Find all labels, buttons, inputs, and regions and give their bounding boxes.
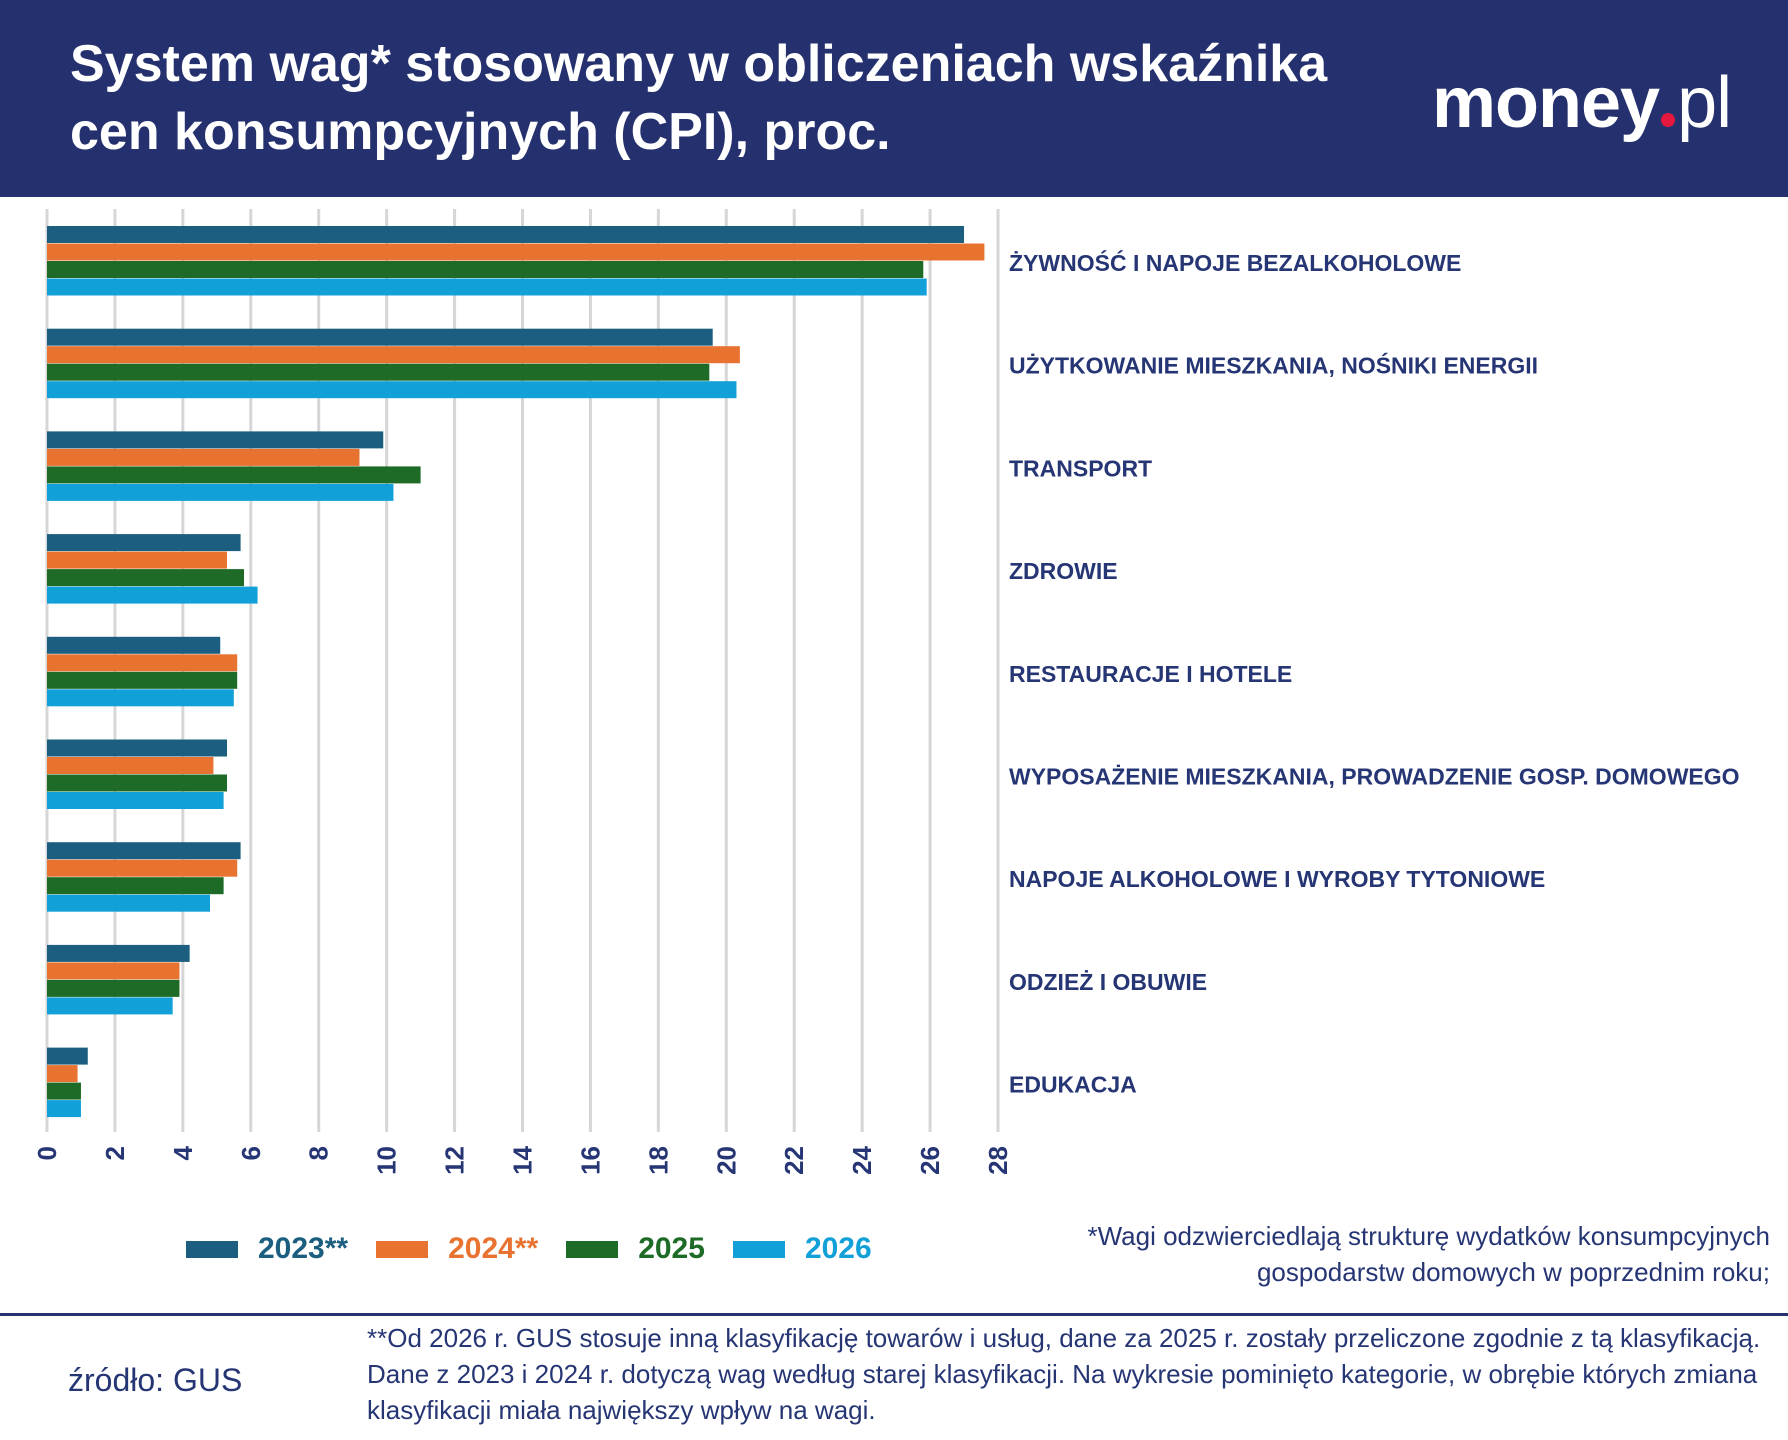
bar-2025-3 — [47, 569, 244, 587]
x-tick-label: 26 — [915, 1146, 945, 1175]
legend-item: 2024** — [376, 1232, 538, 1266]
title-line-1: System wag* stosowany w obliczeniach wsk… — [70, 35, 1328, 93]
title-line-2: cen konsumpcyjnych (CPI), proc. — [70, 103, 891, 161]
chart-title: System wag* stosowany w obliczeniach wsk… — [70, 30, 1470, 166]
legend: 2023** 2024** 2025 2026 — [186, 1232, 900, 1266]
category-label: RESTAURACJE I HOTELE — [1009, 661, 1292, 687]
category-label: TRANSPORT — [1009, 455, 1152, 481]
x-tick-label: 2 — [100, 1146, 130, 1160]
x-tick-label: 10 — [372, 1146, 402, 1175]
bar-2026-6 — [47, 894, 211, 912]
logo-dot-icon — [1661, 113, 1676, 127]
bar-2023-2 — [47, 431, 384, 449]
x-tick-label: 12 — [440, 1146, 470, 1175]
legend-label: 2025 — [638, 1232, 705, 1265]
bar-2024-8 — [47, 1065, 78, 1083]
bar-2023-3 — [47, 534, 241, 552]
bar-2025-1 — [47, 363, 710, 381]
category-label: ZDROWIE — [1009, 558, 1118, 584]
bar-2026-8 — [47, 1100, 81, 1118]
footnote-weights: *Wagi odzwierciedlają strukturę wydatków… — [1087, 1221, 1770, 1287]
legend-swatch — [732, 1240, 785, 1258]
x-tick-label: 28 — [983, 1146, 1013, 1175]
x-tick-label: 0 — [32, 1146, 62, 1160]
category-label: ŻYWNOŚĆ I NAPOJE BEZALKOHOLOWE — [1009, 249, 1461, 276]
x-tick-label: 18 — [643, 1146, 673, 1175]
legend-item: 2026 — [732, 1232, 872, 1266]
category-label: UŻYTKOWANIE MIESZKANIA, NOŚNIKI ENERGII — [1009, 352, 1538, 379]
bar-2024-4 — [47, 654, 238, 672]
legend-swatch — [566, 1240, 619, 1258]
bar-2023-1 — [47, 328, 713, 346]
bar-2025-4 — [47, 671, 238, 689]
bar-2025-5 — [47, 774, 228, 792]
bar-2024-1 — [47, 346, 740, 364]
footnote-classification: **Od 2026 r. GUS stosuje inną klasyfikac… — [367, 1323, 1761, 1425]
bar-2024-3 — [47, 551, 228, 569]
header: System wag* stosowany w obliczeniach wsk… — [0, 0, 1788, 197]
x-tick-label: 24 — [847, 1145, 877, 1174]
bar-2026-4 — [47, 689, 234, 707]
legend-swatch — [186, 1240, 238, 1258]
legend-label: 2026 — [804, 1232, 872, 1265]
bar-2024-0 — [47, 243, 985, 261]
bar-2024-7 — [47, 962, 180, 980]
divider — [0, 1313, 1788, 1316]
bar-2025-7 — [47, 979, 180, 997]
legend-item: 2023** — [186, 1232, 348, 1266]
x-tick-label: 16 — [575, 1146, 605, 1175]
category-label: WYPOSAŻENIE MIESZKANIA, PROWADZENIE GOSP… — [1009, 764, 1740, 790]
x-tick-label: 22 — [779, 1146, 809, 1175]
bar-2024-2 — [47, 448, 360, 466]
bar-2025-2 — [47, 466, 421, 484]
bar-2025-6 — [47, 877, 224, 895]
x-tick-label: 6 — [236, 1146, 266, 1160]
legend-swatch — [376, 1240, 429, 1258]
x-tick-label: 8 — [304, 1146, 334, 1160]
x-tick-label: 20 — [711, 1146, 741, 1175]
bar-2026-2 — [47, 483, 394, 501]
bar-2024-5 — [47, 757, 214, 774]
bar-2024-6 — [47, 859, 238, 877]
bar-2023-7 — [47, 944, 190, 962]
bar-2025-0 — [47, 261, 924, 278]
category-label: ODZIEŻ I OBUWIE — [1009, 969, 1207, 995]
source: źródło: GUS — [68, 1362, 243, 1398]
bar-2023-4 — [47, 636, 221, 654]
bar-2026-1 — [47, 381, 737, 399]
legend-label: 2024** — [448, 1232, 539, 1265]
bar-2023-6 — [47, 842, 241, 860]
category-label: EDUKACJA — [1009, 1072, 1137, 1098]
x-tick-label: 14 — [508, 1145, 538, 1174]
bar-2026-5 — [47, 792, 224, 809]
bar-2023-8 — [47, 1047, 88, 1065]
x-tick-label: 4 — [168, 1145, 198, 1160]
bar-2026-7 — [47, 997, 173, 1015]
money-pl-logo: money pl — [1432, 63, 1732, 143]
legend-label: 2023** — [258, 1232, 349, 1265]
bar-2025-8 — [47, 1082, 81, 1100]
bar-2026-0 — [47, 278, 927, 296]
bar-2023-0 — [47, 226, 965, 243]
bar-2026-3 — [47, 586, 258, 604]
bar-2023-5 — [47, 739, 228, 757]
category-label: NAPOJE ALKOHOLOWE I WYROBY TYTONIOWE — [1009, 866, 1545, 892]
legend-item: 2025 — [566, 1232, 705, 1266]
